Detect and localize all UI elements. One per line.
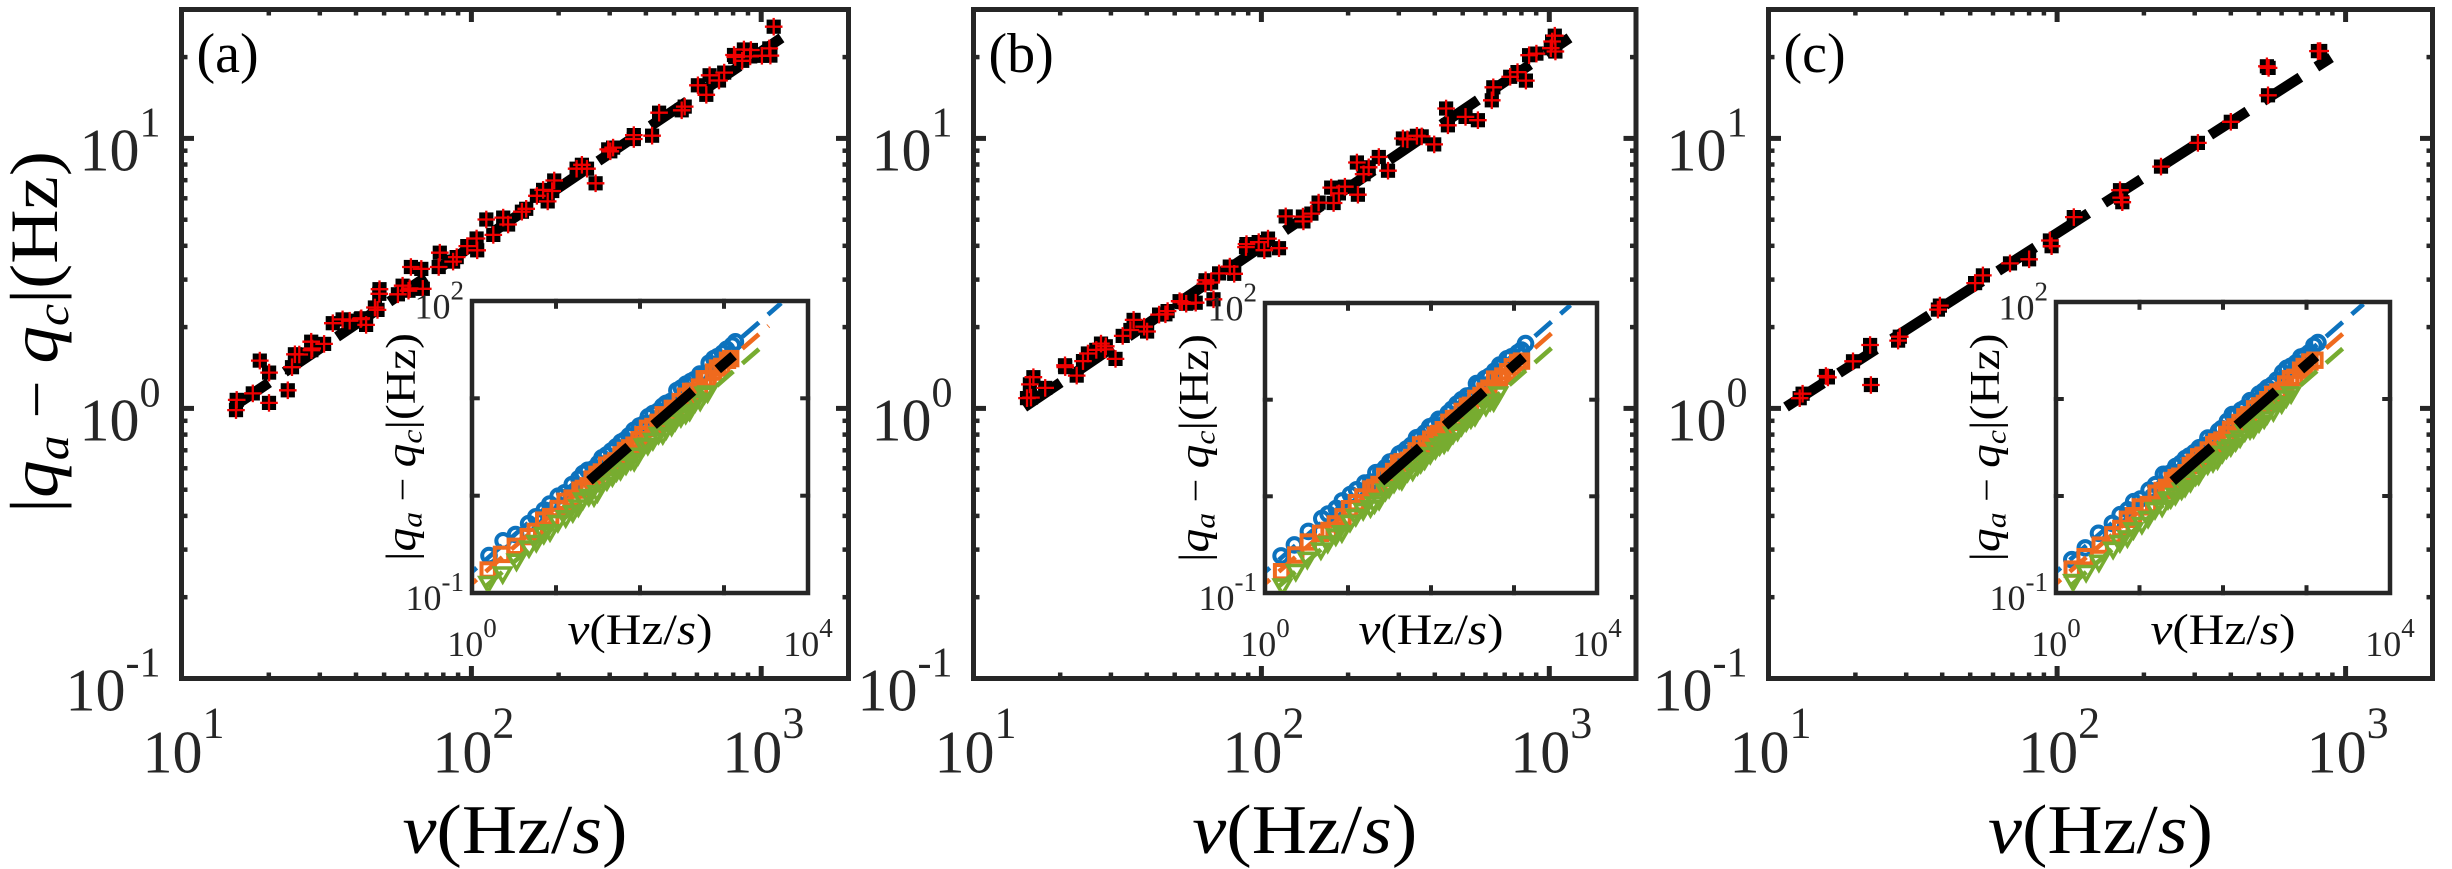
svg-text:v(Hz/s): v(Hz/s) xyxy=(1988,792,2213,869)
svg-text:v(Hz/s): v(Hz/s) xyxy=(2151,607,2296,654)
svg-text:v(Hz/s): v(Hz/s) xyxy=(568,607,713,654)
svg-text:(c): (c) xyxy=(1784,23,1846,85)
svg-text:|qa − qc|(Hz): |qa − qc|(Hz) xyxy=(379,333,429,561)
svg-text:|qa − qc|(Hz): |qa − qc|(Hz) xyxy=(1963,334,2013,562)
svg-text:(a): (a) xyxy=(197,23,259,85)
svg-text:|qa − qc|(Hz): |qa − qc|(Hz) xyxy=(0,151,78,513)
svg-text:v(Hz/s): v(Hz/s) xyxy=(1192,792,1417,869)
svg-text:v(Hz/s): v(Hz/s) xyxy=(403,792,628,869)
svg-text:v(Hz/s): v(Hz/s) xyxy=(1359,607,1504,654)
svg-text:(b): (b) xyxy=(989,23,1054,85)
